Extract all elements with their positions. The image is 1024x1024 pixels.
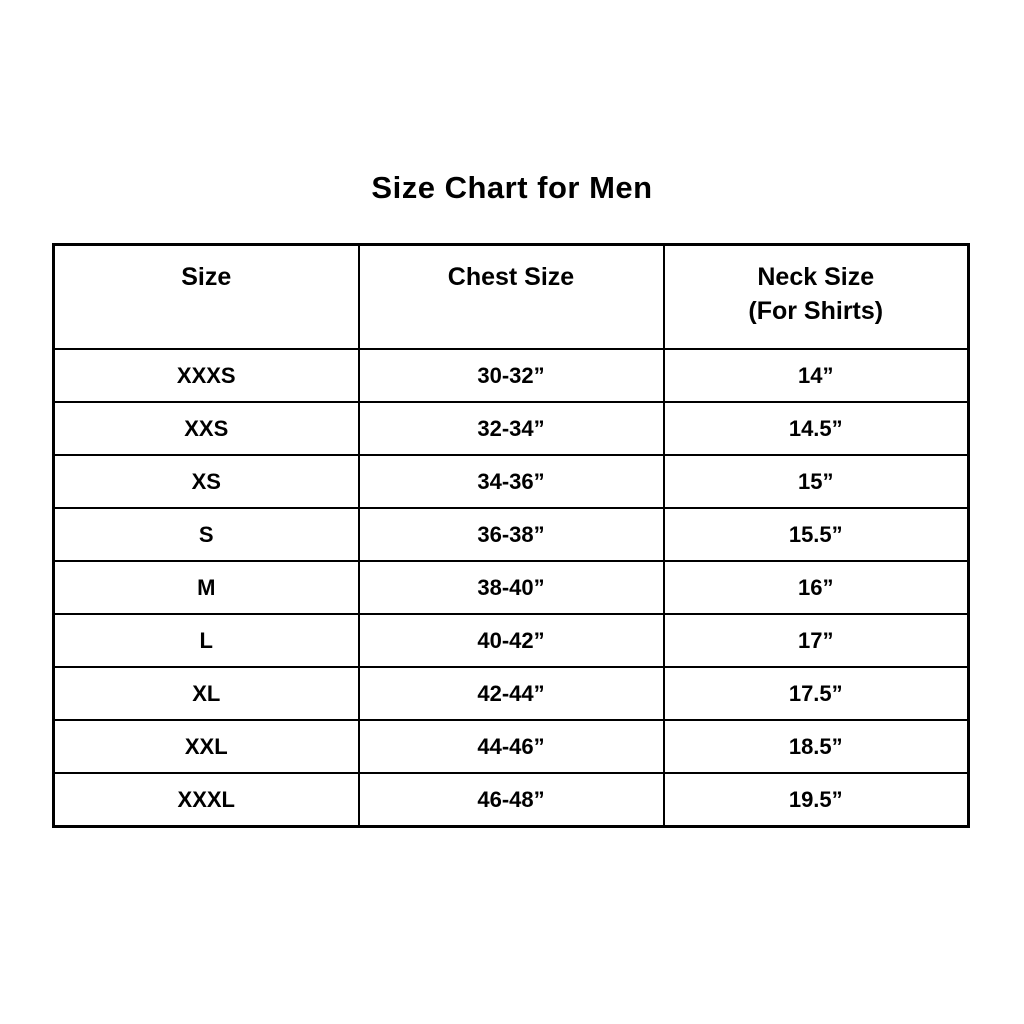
- table-cell: 19.5”: [662, 772, 970, 828]
- table-cell: 30-32”: [357, 348, 665, 403]
- table-header: Size Chest Size Neck Size (For Shirts): [52, 243, 970, 350]
- table-cell: 17.5”: [662, 666, 970, 721]
- table-cell: 14.5”: [662, 401, 970, 456]
- table-cell: M: [52, 560, 360, 615]
- table-cell: 36-38”: [357, 507, 665, 562]
- table-row: XL 42-44” 17.5”: [52, 666, 970, 721]
- table-header-row: Size Chest Size Neck Size (For Shirts): [52, 243, 970, 350]
- table-cell: 44-46”: [357, 719, 665, 774]
- table-row: XS 34-36” 15”: [52, 454, 970, 509]
- header-label: Chest Size: [447, 263, 575, 291]
- table-cell: 32-34”: [357, 401, 665, 456]
- table-cell: 34-36”: [357, 454, 665, 509]
- table-row: M 38-40” 16”: [52, 560, 970, 615]
- table-cell: 46-48”: [357, 772, 665, 828]
- table-cell: XXXS: [52, 348, 360, 403]
- header-label: Neck Size: [757, 263, 875, 291]
- table-cell: 15.5”: [662, 507, 970, 562]
- table-cell: XL: [52, 666, 360, 721]
- table-cell: XXS: [52, 401, 360, 456]
- header-label: Size: [181, 263, 232, 291]
- table-cell: S: [52, 507, 360, 562]
- table-cell: 17”: [662, 613, 970, 668]
- table-cell: 40-42”: [357, 613, 665, 668]
- table-cell: L: [52, 613, 360, 668]
- header-cell-size: Size: [52, 243, 360, 350]
- table-row: XXS 32-34” 14.5”: [52, 401, 970, 456]
- table-row: XXXL 46-48” 19.5”: [52, 772, 970, 828]
- table-row: XXXS 30-32” 14”: [52, 348, 970, 403]
- table-cell: XXL: [52, 719, 360, 774]
- size-table-body: XXXS 30-32” 14” XXS 32-34” 14.5” XS 34-36” 15” S 3…: [52, 348, 970, 828]
- header-sublabel: (For Shirts): [748, 297, 884, 325]
- table-cell: XXXL: [52, 772, 360, 828]
- page-title: Size Chart for Men: [371, 170, 653, 205]
- table-cell: 16”: [662, 560, 970, 615]
- table-row: L 40-42” 17”: [52, 613, 970, 668]
- table-row: XXL 44-46” 18.5”: [52, 719, 970, 774]
- table-cell: 42-44”: [357, 666, 665, 721]
- table-cell: 18.5”: [662, 719, 970, 774]
- table-row: S 36-38” 15.5”: [52, 507, 970, 562]
- table-cell: 38-40”: [357, 560, 665, 615]
- size-chart-table: Size Chest Size Neck Size (For Shirts) X…: [52, 243, 970, 828]
- header-cell-neck-size: Neck Size (For Shirts): [662, 243, 970, 350]
- table-cell: XS: [52, 454, 360, 509]
- table-cell: 14”: [662, 348, 970, 403]
- table-cell: 15”: [662, 454, 970, 509]
- header-cell-chest-size: Chest Size: [357, 243, 665, 350]
